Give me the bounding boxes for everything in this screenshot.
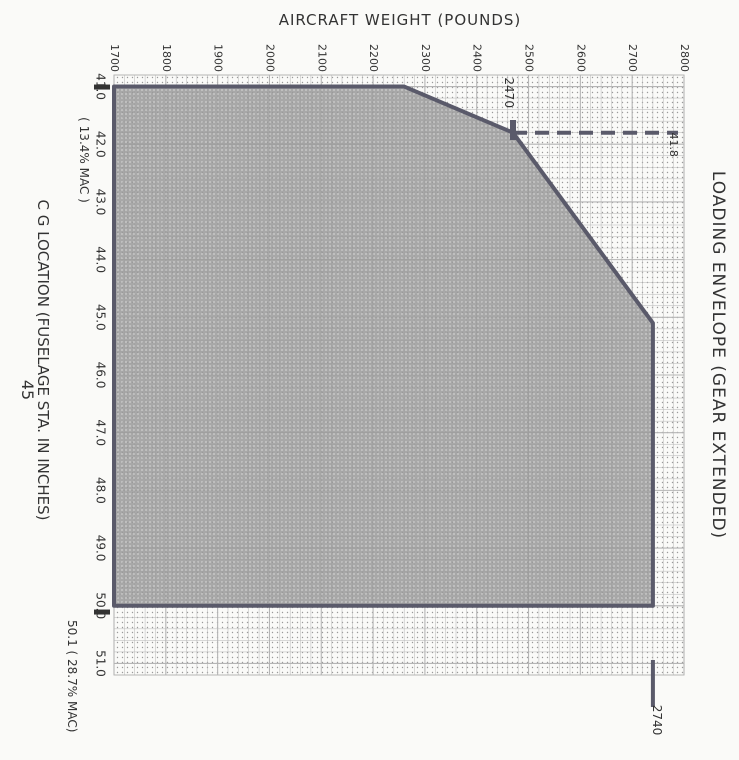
x-tick-label: 1800 bbox=[160, 44, 173, 72]
mac-aft-label: 50.1 ( 28.7% MAC) bbox=[65, 620, 79, 732]
y-tick-label: 47.0 bbox=[94, 419, 108, 446]
y-tick-label: 51.0 bbox=[94, 650, 108, 677]
y-tick-label: 44.0 bbox=[94, 246, 108, 273]
x-tick-label: 1700 bbox=[108, 44, 121, 72]
y-axis-title: C G LOCATION (FUSELAGE STA. IN INCHES) bbox=[34, 200, 52, 521]
x-tick-label: 2200 bbox=[367, 44, 380, 72]
y-tick-label: 48.0 bbox=[94, 477, 108, 504]
y-tick-label: 42.0 bbox=[94, 131, 108, 158]
y-tick-label: 46.0 bbox=[94, 362, 108, 389]
weight-2470-label: 2470 bbox=[502, 77, 516, 108]
y-tick-label: 43.0 bbox=[94, 189, 108, 216]
x-tick-label: 2500 bbox=[523, 44, 536, 72]
mac-forward-label: ( 13.4% MAC ) bbox=[77, 117, 91, 203]
chart-title: LOADING ENVELOPE (GEAR EXTENDED) bbox=[708, 171, 728, 539]
x-tick-label: 2600 bbox=[574, 44, 587, 72]
x-axis-title: AIRCRAFT WEIGHT (POUNDS) bbox=[279, 11, 522, 29]
x-tick-label: 2300 bbox=[419, 44, 432, 72]
x-tick-label: 2400 bbox=[471, 44, 484, 72]
x-tick-label: 2100 bbox=[315, 44, 328, 72]
page-number: 45 bbox=[18, 380, 37, 400]
y-tick-label: 41.0 bbox=[94, 73, 108, 100]
weight-2470-marker bbox=[510, 120, 516, 140]
y-tick-label: 45.0 bbox=[94, 304, 108, 331]
weight-2740-label: 2740 bbox=[650, 705, 664, 736]
cg-41-8-label: 41.8 bbox=[667, 132, 680, 157]
y-tick-label: 50.0 bbox=[94, 592, 108, 619]
x-tick-label: 2000 bbox=[263, 44, 276, 72]
x-tick-label: 2700 bbox=[626, 44, 639, 72]
y-tick-label: 49.0 bbox=[94, 535, 108, 562]
x-tick-label: 1900 bbox=[212, 44, 225, 72]
x-tick-label: 2800 bbox=[678, 44, 691, 72]
